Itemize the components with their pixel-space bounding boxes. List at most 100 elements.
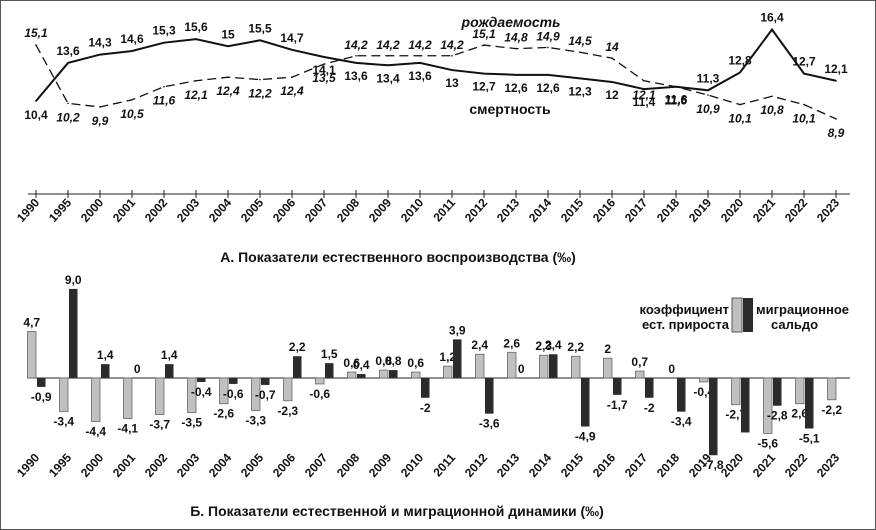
death-point-2004 <box>227 45 229 48</box>
birth-label-2006: 12,4 <box>280 84 304 98</box>
death-point-2012 <box>483 72 485 75</box>
death-label-2002: 15,3 <box>152 24 176 38</box>
birth-label-2015: 14,5 <box>568 34 592 48</box>
birth-point-2008 <box>355 54 357 57</box>
death-label-2004: 15 <box>221 27 235 41</box>
bar-x-tick-label-2006: 2006 <box>270 450 298 479</box>
bar-x-tick-label-2003: 2003 <box>174 450 202 479</box>
x-tick-label-2010: 2010 <box>398 195 426 224</box>
death-point-2019 <box>707 89 709 92</box>
migration-label-2009: 0,8 <box>385 354 402 368</box>
death-point-1990 <box>35 100 37 102</box>
bar-legend: коэффициент ест. прироста миграционное с… <box>640 297 849 333</box>
death-point-2005 <box>259 39 261 42</box>
natural-bar-2006 <box>283 377 293 402</box>
migration-bar-2002 <box>165 364 174 378</box>
death-label-2008: 13,6 <box>344 69 368 83</box>
death-point-2011 <box>451 69 453 71</box>
birth-point-2021 <box>771 95 773 98</box>
natural-label-2015: 2,2 <box>567 340 584 354</box>
natural-label-2003: -3,5 <box>181 416 202 430</box>
birth-label-2010: 14,2 <box>408 38 432 52</box>
natural-label-2011: 1,2 <box>439 350 456 364</box>
natural-label-2000: -4,4 <box>85 425 106 439</box>
migration-bar-2009 <box>389 370 398 378</box>
birth-label-2002: 11,6 <box>153 94 176 108</box>
death-point-2009 <box>387 64 389 67</box>
death-label-2011: 13 <box>445 76 459 90</box>
birth-point-2004 <box>227 76 229 78</box>
death-label-2006: 14,7 <box>280 31 304 45</box>
x-tick-label-2023: 2023 <box>814 195 842 224</box>
death-label-2019: 11,3 <box>697 71 720 85</box>
birth-label-2004: 12,4 <box>216 84 240 98</box>
birth-point-2009 <box>387 54 389 57</box>
migration-bar-2015 <box>581 378 590 427</box>
birth-point-2015 <box>579 51 581 54</box>
migration-label-2007: 1,5 <box>321 347 338 361</box>
birth-label-2012: 15,1 <box>472 27 496 41</box>
death-point-2008 <box>355 62 357 64</box>
natural-label-2004: -2,6 <box>213 407 234 421</box>
birth-point-2001 <box>131 99 133 101</box>
x-tick-label-2015: 2015 <box>558 195 586 224</box>
birth-point-2012 <box>483 44 485 46</box>
death-label-2012: 12,7 <box>472 80 496 94</box>
x-tick-label-1990: 1990 <box>14 195 42 224</box>
death-label-2007: 14,1 <box>312 63 336 77</box>
death-point-2000 <box>99 53 101 56</box>
birth-point-2014 <box>547 46 549 49</box>
birth-point-2016 <box>611 57 613 59</box>
death-rate-annotation: смертность <box>469 101 551 117</box>
birth-point-2005 <box>259 78 261 81</box>
bar-x-tick-label-2005: 2005 <box>238 450 266 479</box>
natural-bar-2023 <box>827 377 837 401</box>
birth-point-2002 <box>163 85 165 88</box>
x-tick-label-2018: 2018 <box>654 195 682 224</box>
migration-label-2005: -0,7 <box>255 388 276 402</box>
birth-label-1990: 15,1 <box>24 26 48 40</box>
birth-rate-annotation: рождаемость <box>461 14 561 30</box>
natural-label-2023: -2,2 <box>821 403 842 417</box>
birth-label-2022: 10,1 <box>792 112 816 126</box>
death-label-1990: 10,4 <box>24 108 48 122</box>
death-label-1995: 13,6 <box>56 44 80 58</box>
bar-x-tick-label-1995: 1995 <box>46 450 74 479</box>
death-point-1995 <box>67 62 69 64</box>
birth-label-2009: 14,2 <box>376 38 400 52</box>
birth-label-2016: 14 <box>605 40 619 54</box>
bar-x-tick-label-1990: 1990 <box>14 450 42 479</box>
migration-bar-2006 <box>293 356 302 378</box>
migration-label-2012: -3,6 <box>479 417 500 431</box>
bar-x-tick-label-2012: 2012 <box>462 450 490 479</box>
birth-label-2023: 8,9 <box>828 126 845 140</box>
migration-bar-2020 <box>741 378 750 433</box>
death-label-2009: 13,4 <box>376 71 400 85</box>
x-tick-label-2004: 2004 <box>206 195 234 224</box>
migration-bar-2021 <box>773 378 782 406</box>
x-tick-label-2003: 2003 <box>174 195 202 224</box>
death-point-2006 <box>291 49 293 51</box>
natural-label-2021: -5,6 <box>757 436 778 450</box>
x-tick-label-2007: 2007 <box>302 195 330 224</box>
birth-label-2001: 10,5 <box>120 107 144 121</box>
bar-x-tick-label-2016: 2016 <box>590 450 618 479</box>
natural-label-2005: -3,3 <box>245 414 266 428</box>
death-label-2020: 12,8 <box>728 53 752 67</box>
natural-bar-2010 <box>411 371 421 379</box>
bar-x-tick-label-2010: 2010 <box>398 450 426 479</box>
migration-label-2000: 1,4 <box>97 348 114 362</box>
birth-point-2023 <box>835 118 837 120</box>
x-tick-label-2016: 2016 <box>590 195 618 224</box>
x-tick-label-2017: 2017 <box>622 195 650 224</box>
birth-label-2005: 12,2 <box>248 87 272 101</box>
natural-label-2018: 0 <box>668 362 675 376</box>
legend-natural-line1: коэффициент <box>640 302 729 317</box>
birth-point-2000 <box>99 106 101 108</box>
natural-label-2007: -0,6 <box>309 387 330 401</box>
natural-bar-2007 <box>315 377 325 385</box>
migration-bar-2010 <box>421 378 430 398</box>
natural-bar-2009 <box>379 369 389 379</box>
death-point-2007 <box>323 56 325 58</box>
